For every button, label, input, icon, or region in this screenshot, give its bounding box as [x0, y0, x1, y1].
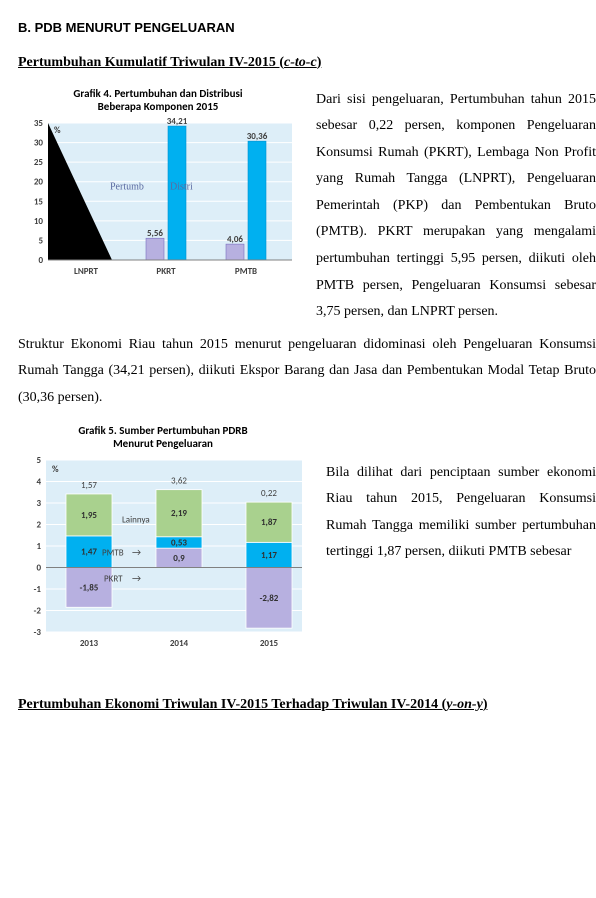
chart5-val-pmtb: 1,47 [81, 547, 97, 558]
chart4-title: Grafik 4. Pertumbuhan dan Distribusi Beb… [18, 87, 298, 113]
chart5-ytick: 3 [36, 498, 41, 509]
chart4-ytick: 15 [34, 196, 44, 207]
chart5-ytick: 5 [36, 455, 41, 466]
chart5-ytick: -1 [34, 584, 42, 595]
chart4-pct: % [54, 125, 61, 136]
chart5-ytick: 4 [36, 477, 41, 488]
chart4-label-pertumb: Pertumb [110, 181, 144, 192]
chart5-svg: -3 -2 -1 0 1 2 3 4 5 -1,85 1,47 1,95 1,57 2013 0,9 0,53… [18, 454, 308, 654]
chart4-val-pertumb: 4,06 [227, 234, 243, 245]
subhead2-close: ) [483, 697, 488, 712]
chart5-val-pmtb: 0,53 [171, 537, 187, 548]
chart4-paragraph: Dari sisi pengeluaran, Pertumbuhan tahun… [316, 87, 596, 326]
chart5-val-pkrt: -1,85 [80, 582, 99, 593]
chart5-arrow-pkrt: → [132, 572, 141, 585]
subhead2-ital: y-on-y [446, 697, 483, 712]
chart5-title-l1: Grafik 5. Sumber Pertumbuhan PDRB [78, 424, 247, 437]
subhead-text: Pertumbuhan Kumulatif Triwulan IV-2015 ( [18, 55, 284, 70]
chart4-val-distri: 34,21 [167, 117, 188, 127]
section-heading: B. PDB MENURUT PENGELUARAN [18, 18, 596, 38]
chart5-val-lainnya: 1,87 [261, 517, 277, 528]
chart4-ytick: 10 [34, 216, 44, 227]
subhead2-text: Pertumbuhan Ekonomi Triwulan IV-2015 Ter… [18, 697, 446, 712]
chart5-ytick: 1 [36, 541, 41, 552]
chart5-ytick: -2 [34, 606, 42, 617]
chart4-xtick: PKRT [156, 266, 176, 277]
chart4-ytick: 5 [38, 235, 43, 246]
subhead-close: ) [317, 55, 322, 70]
subhead-ital: c-to-c [284, 55, 317, 70]
chart5-xtick: 2014 [170, 638, 189, 649]
chart4-bar-pertumb [226, 244, 244, 260]
chart5-leg-pkrt: PKRT [104, 574, 123, 585]
chart5-leg-pmtb: PMTB [102, 548, 124, 559]
chart5-xtick: 2015 [260, 638, 279, 649]
chart4-xtick: PMTB [235, 266, 257, 277]
chart5-pct: % [52, 464, 59, 475]
chart5-total: 0,22 [261, 488, 277, 499]
mid-paragraph: Struktur Ekonomi Riau tahun 2015 menurut… [18, 332, 596, 412]
row-chart5: Grafik 5. Sumber Pertumbuhan PDRB Menuru… [18, 424, 596, 654]
chart4-svg: 0 5 10 15 20 25 30 35 LNPRT 5,56 34,21 PKRT 4,06 30,3… [18, 117, 298, 282]
chart4-bar-distri [168, 126, 186, 260]
chart5-val-pmtb: 1,17 [261, 550, 277, 561]
chart4-box: Grafik 4. Pertumbuhan dan Distribusi Beb… [18, 87, 298, 282]
subsection-heading-1: Pertumbuhan Kumulatif Triwulan IV-2015 (… [18, 52, 596, 73]
chart4-ytick: 35 [34, 118, 44, 129]
chart5-leg-lainnya: Lainnya [122, 514, 150, 525]
chart4-ytick: 20 [34, 177, 44, 188]
subsection-heading-2: Pertumbuhan Ekonomi Triwulan IV-2015 Ter… [18, 694, 596, 715]
chart4-ytick: 30 [34, 137, 44, 148]
chart5-val-lainnya: 2,19 [171, 508, 187, 519]
chart5-ytick: -3 [34, 627, 42, 638]
chart4-ytick: 25 [34, 157, 44, 168]
chart4-val-distri: 30,36 [247, 131, 268, 142]
chart5-val-pkrt: -2,82 [260, 593, 279, 604]
chart5-val-pkrt: 0,9 [173, 553, 185, 564]
chart5-total: 3,62 [171, 476, 187, 487]
chart5-arrow-pmtb: → [132, 546, 141, 559]
chart4-val-pertumb: 5,56 [147, 228, 163, 239]
chart4-ytick: 0 [38, 255, 43, 266]
chart5-title-l2: Menurut Pengeluaran [113, 437, 213, 450]
chart5-paragraph: Bila dilihat dari penciptaan sumber ekon… [326, 424, 596, 566]
chart5-title: Grafik 5. Sumber Pertumbuhan PDRB Menuru… [18, 424, 308, 450]
chart4-title-l2: Beberapa Komponen 2015 [98, 100, 219, 113]
chart4-label-distri: Distri [170, 181, 193, 192]
chart5-total: 1,57 [81, 480, 97, 491]
chart5-box: Grafik 5. Sumber Pertumbuhan PDRB Menuru… [18, 424, 308, 654]
chart5-ytick: 2 [36, 520, 41, 531]
row-chart4: Grafik 4. Pertumbuhan dan Distribusi Beb… [18, 87, 596, 326]
chart5-ytick: 0 [36, 563, 41, 574]
chart5-xtick: 2013 [80, 638, 99, 649]
chart5-val-lainnya: 1,95 [81, 510, 97, 521]
chart4-bar-pertumb [146, 238, 164, 260]
chart4-bar-distri [248, 141, 266, 260]
chart4-xtick: LNPRT [74, 266, 99, 277]
chart4-title-l1: Grafik 4. Pertumbuhan dan Distribusi [73, 87, 242, 100]
